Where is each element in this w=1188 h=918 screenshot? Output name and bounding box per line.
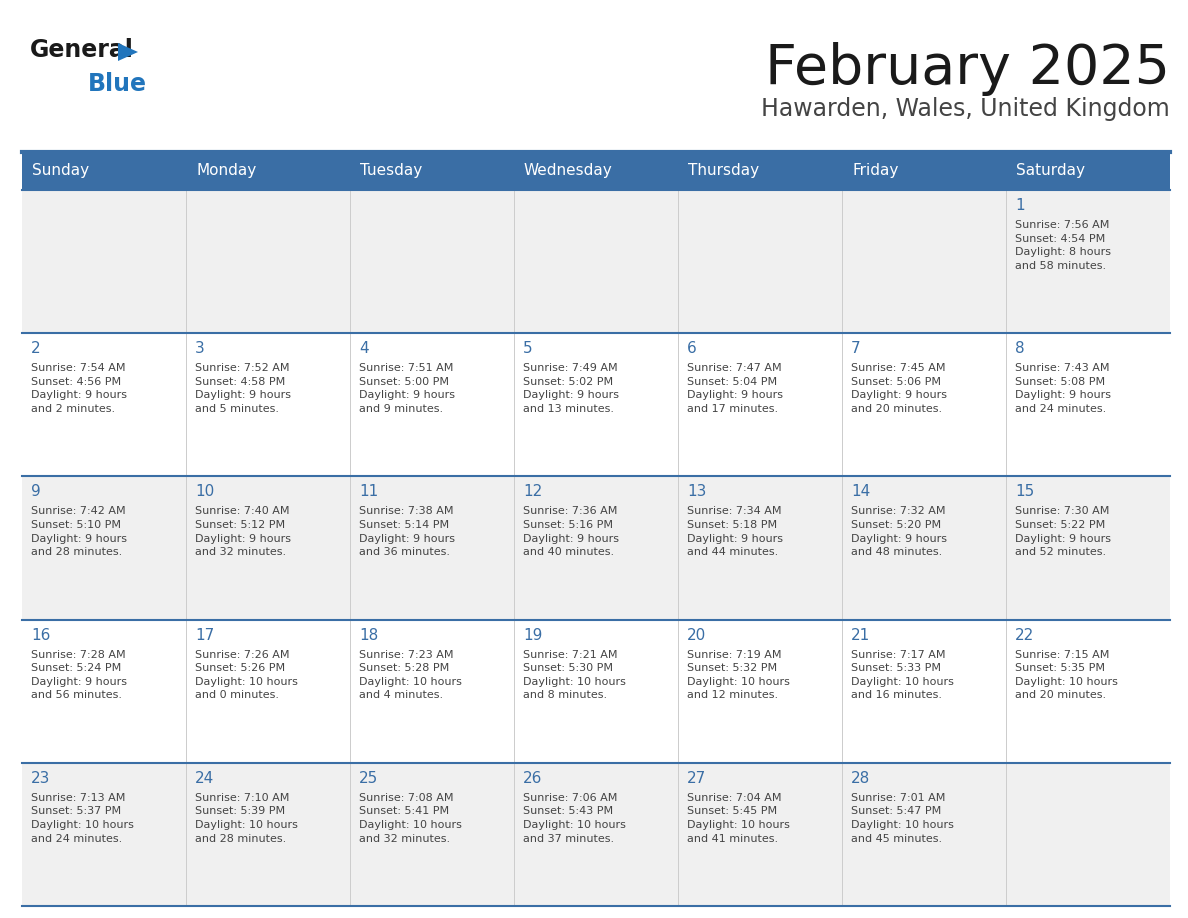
Text: 17: 17 [195, 628, 214, 643]
Text: Sunrise: 7:47 AM
Sunset: 5:04 PM
Daylight: 9 hours
and 17 minutes.: Sunrise: 7:47 AM Sunset: 5:04 PM Dayligh… [687, 364, 783, 414]
Text: 27: 27 [687, 771, 706, 786]
Text: 19: 19 [523, 628, 543, 643]
Text: Sunrise: 7:43 AM
Sunset: 5:08 PM
Daylight: 9 hours
and 24 minutes.: Sunrise: 7:43 AM Sunset: 5:08 PM Dayligh… [1015, 364, 1111, 414]
Bar [23, 190, 1170, 333]
Text: 15: 15 [1015, 485, 1035, 499]
Text: Sunrise: 7:54 AM
Sunset: 4:56 PM
Daylight: 9 hours
and 2 minutes.: Sunrise: 7:54 AM Sunset: 4:56 PM Dayligh… [31, 364, 127, 414]
Text: Sunrise: 7:10 AM
Sunset: 5:39 PM
Daylight: 10 hours
and 28 minutes.: Sunrise: 7:10 AM Sunset: 5:39 PM Dayligh… [195, 793, 298, 844]
Text: Saturday: Saturday [1016, 163, 1085, 178]
Text: 9: 9 [31, 485, 40, 499]
Text: Sunrise: 7:01 AM
Sunset: 5:47 PM
Daylight: 10 hours
and 45 minutes.: Sunrise: 7:01 AM Sunset: 5:47 PM Dayligh… [851, 793, 954, 844]
Text: Sunrise: 7:32 AM
Sunset: 5:20 PM
Daylight: 9 hours
and 48 minutes.: Sunrise: 7:32 AM Sunset: 5:20 PM Dayligh… [851, 507, 947, 557]
Text: Sunrise: 7:45 AM
Sunset: 5:06 PM
Daylight: 9 hours
and 20 minutes.: Sunrise: 7:45 AM Sunset: 5:06 PM Dayligh… [851, 364, 947, 414]
Bar [23, 333, 1170, 476]
Text: Sunrise: 7:30 AM
Sunset: 5:22 PM
Daylight: 9 hours
and 52 minutes.: Sunrise: 7:30 AM Sunset: 5:22 PM Dayligh… [1015, 507, 1111, 557]
Text: 11: 11 [359, 485, 378, 499]
Text: General: General [30, 38, 134, 62]
Text: Wednesday: Wednesday [524, 163, 613, 178]
Text: Sunrise: 7:13 AM
Sunset: 5:37 PM
Daylight: 10 hours
and 24 minutes.: Sunrise: 7:13 AM Sunset: 5:37 PM Dayligh… [31, 793, 134, 844]
Text: Sunrise: 7:28 AM
Sunset: 5:24 PM
Daylight: 9 hours
and 56 minutes.: Sunrise: 7:28 AM Sunset: 5:24 PM Dayligh… [31, 650, 127, 700]
Text: Sunrise: 7:36 AM
Sunset: 5:16 PM
Daylight: 9 hours
and 40 minutes.: Sunrise: 7:36 AM Sunset: 5:16 PM Dayligh… [523, 507, 619, 557]
Text: Sunrise: 7:04 AM
Sunset: 5:45 PM
Daylight: 10 hours
and 41 minutes.: Sunrise: 7:04 AM Sunset: 5:45 PM Dayligh… [687, 793, 790, 844]
Text: February 2025: February 2025 [765, 42, 1170, 96]
Text: Sunrise: 7:08 AM
Sunset: 5:41 PM
Daylight: 10 hours
and 32 minutes.: Sunrise: 7:08 AM Sunset: 5:41 PM Dayligh… [359, 793, 462, 844]
Text: 13: 13 [687, 485, 707, 499]
Text: Sunrise: 7:34 AM
Sunset: 5:18 PM
Daylight: 9 hours
and 44 minutes.: Sunrise: 7:34 AM Sunset: 5:18 PM Dayligh… [687, 507, 783, 557]
Text: Sunrise: 7:19 AM
Sunset: 5:32 PM
Daylight: 10 hours
and 12 minutes.: Sunrise: 7:19 AM Sunset: 5:32 PM Dayligh… [687, 650, 790, 700]
Text: 4: 4 [359, 341, 368, 356]
Text: Blue: Blue [88, 72, 147, 96]
Text: 23: 23 [31, 771, 50, 786]
Polygon shape [118, 43, 138, 61]
Text: 28: 28 [851, 771, 871, 786]
Text: 24: 24 [195, 771, 214, 786]
Text: Sunrise: 7:42 AM
Sunset: 5:10 PM
Daylight: 9 hours
and 28 minutes.: Sunrise: 7:42 AM Sunset: 5:10 PM Dayligh… [31, 507, 127, 557]
Text: 3: 3 [195, 341, 204, 356]
Text: Sunrise: 7:56 AM
Sunset: 4:54 PM
Daylight: 8 hours
and 58 minutes.: Sunrise: 7:56 AM Sunset: 4:54 PM Dayligh… [1015, 220, 1111, 271]
Text: 10: 10 [195, 485, 214, 499]
Text: Sunrise: 7:06 AM
Sunset: 5:43 PM
Daylight: 10 hours
and 37 minutes.: Sunrise: 7:06 AM Sunset: 5:43 PM Dayligh… [523, 793, 626, 844]
Text: Monday: Monday [196, 163, 257, 178]
Text: Friday: Friday [852, 163, 898, 178]
Bar [23, 763, 1170, 906]
Text: Sunrise: 7:21 AM
Sunset: 5:30 PM
Daylight: 10 hours
and 8 minutes.: Sunrise: 7:21 AM Sunset: 5:30 PM Dayligh… [523, 650, 626, 700]
Text: 20: 20 [687, 628, 706, 643]
Text: 2: 2 [31, 341, 40, 356]
Text: 1: 1 [1015, 198, 1024, 213]
Text: Sunrise: 7:40 AM
Sunset: 5:12 PM
Daylight: 9 hours
and 32 minutes.: Sunrise: 7:40 AM Sunset: 5:12 PM Dayligh… [195, 507, 291, 557]
Text: Sunrise: 7:52 AM
Sunset: 4:58 PM
Daylight: 9 hours
and 5 minutes.: Sunrise: 7:52 AM Sunset: 4:58 PM Dayligh… [195, 364, 291, 414]
Text: 8: 8 [1015, 341, 1024, 356]
Text: 6: 6 [687, 341, 696, 356]
Text: 12: 12 [523, 485, 542, 499]
Text: 14: 14 [851, 485, 871, 499]
Text: 25: 25 [359, 771, 378, 786]
Text: Sunrise: 7:49 AM
Sunset: 5:02 PM
Daylight: 9 hours
and 13 minutes.: Sunrise: 7:49 AM Sunset: 5:02 PM Dayligh… [523, 364, 619, 414]
Text: Sunrise: 7:26 AM
Sunset: 5:26 PM
Daylight: 10 hours
and 0 minutes.: Sunrise: 7:26 AM Sunset: 5:26 PM Dayligh… [195, 650, 298, 700]
Text: Sunrise: 7:17 AM
Sunset: 5:33 PM
Daylight: 10 hours
and 16 minutes.: Sunrise: 7:17 AM Sunset: 5:33 PM Dayligh… [851, 650, 954, 700]
Text: Sunrise: 7:15 AM
Sunset: 5:35 PM
Daylight: 10 hours
and 20 minutes.: Sunrise: 7:15 AM Sunset: 5:35 PM Dayligh… [1015, 650, 1118, 700]
Text: Sunday: Sunday [32, 163, 89, 178]
Text: 5: 5 [523, 341, 532, 356]
Text: 26: 26 [523, 771, 543, 786]
Text: 18: 18 [359, 628, 378, 643]
Text: Thursday: Thursday [688, 163, 759, 178]
Text: Sunrise: 7:51 AM
Sunset: 5:00 PM
Daylight: 9 hours
and 9 minutes.: Sunrise: 7:51 AM Sunset: 5:00 PM Dayligh… [359, 364, 455, 414]
Bar [23, 476, 1170, 620]
Text: Sunrise: 7:23 AM
Sunset: 5:28 PM
Daylight: 10 hours
and 4 minutes.: Sunrise: 7:23 AM Sunset: 5:28 PM Dayligh… [359, 650, 462, 700]
Text: 7: 7 [851, 341, 860, 356]
Text: 16: 16 [31, 628, 50, 643]
Text: Tuesday: Tuesday [360, 163, 422, 178]
Text: Sunrise: 7:38 AM
Sunset: 5:14 PM
Daylight: 9 hours
and 36 minutes.: Sunrise: 7:38 AM Sunset: 5:14 PM Dayligh… [359, 507, 455, 557]
Text: 21: 21 [851, 628, 871, 643]
Bar [23, 152, 1170, 190]
Text: Hawarden, Wales, United Kingdom: Hawarden, Wales, United Kingdom [762, 97, 1170, 121]
Text: 22: 22 [1015, 628, 1035, 643]
Bar [23, 620, 1170, 763]
